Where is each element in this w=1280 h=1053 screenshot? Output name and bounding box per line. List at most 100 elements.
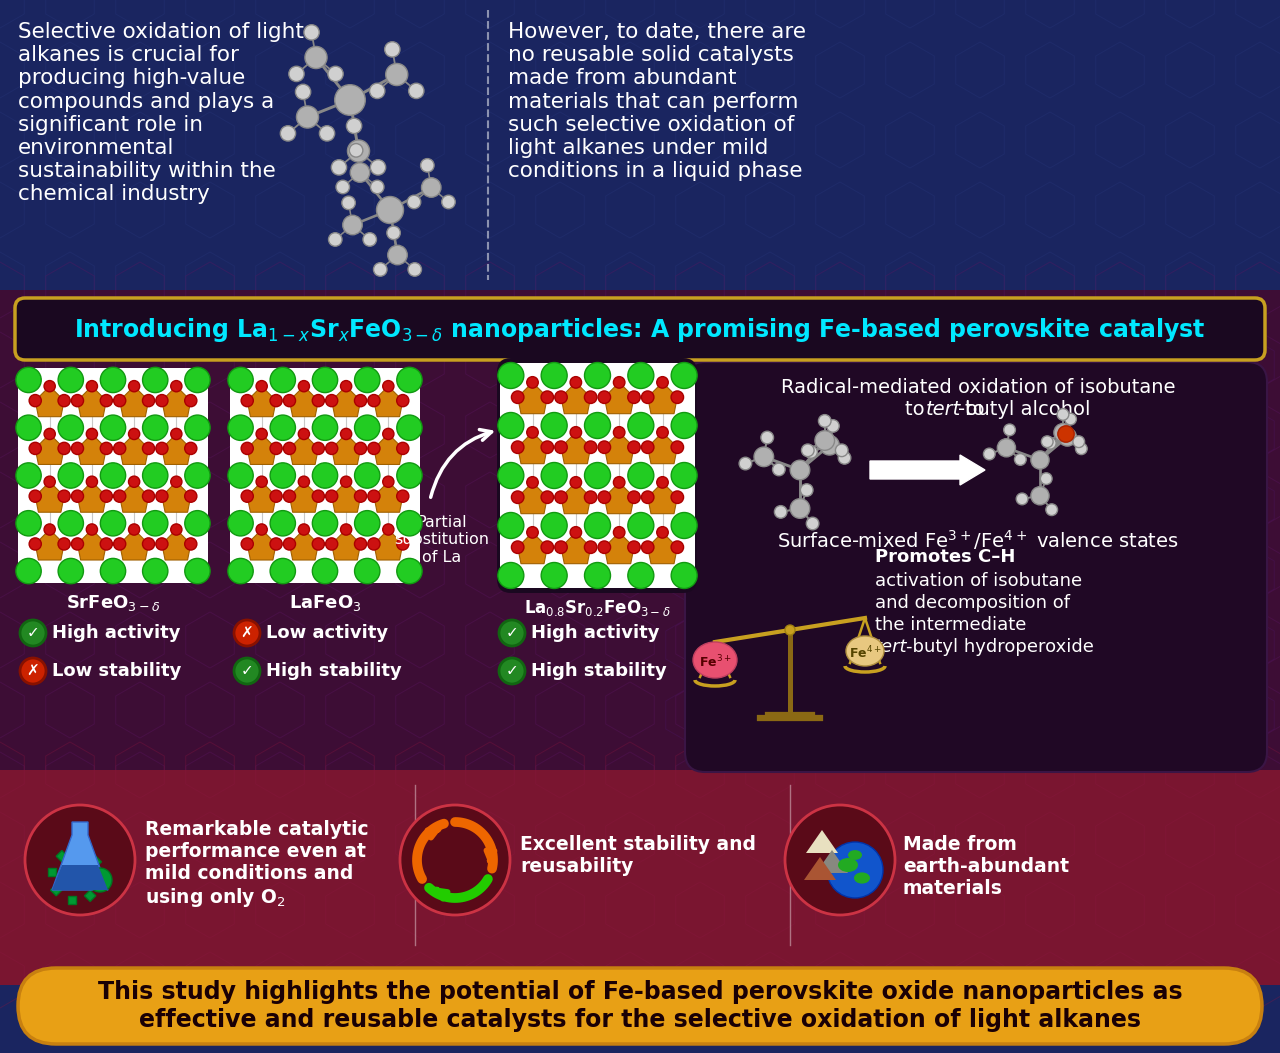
Circle shape [827,842,883,898]
Text: This study highlights the potential of Fe-based perovskite oxide nanoparticles a: This study highlights the potential of F… [97,980,1183,1004]
Ellipse shape [838,858,858,872]
Circle shape [1016,493,1028,504]
Circle shape [774,505,787,518]
Circle shape [340,524,352,535]
Circle shape [541,562,567,589]
Text: effective and reusable catalysts for the selective oxidation of light alkanes: effective and reusable catalysts for the… [140,1008,1140,1032]
Circle shape [58,558,83,583]
Circle shape [355,395,366,406]
Polygon shape [561,382,590,414]
Circle shape [397,538,408,550]
Circle shape [671,541,684,554]
Circle shape [827,420,840,432]
Circle shape [329,233,342,246]
Circle shape [283,490,296,502]
Circle shape [367,490,380,502]
Text: Promotes C–H: Promotes C–H [876,548,1015,567]
Circle shape [671,362,698,389]
Text: Fe$^{4+}$: Fe$^{4+}$ [849,644,882,661]
Circle shape [142,490,155,502]
Circle shape [657,426,668,438]
Circle shape [397,463,422,489]
Polygon shape [648,533,677,563]
Circle shape [805,445,818,458]
Circle shape [671,562,698,589]
Circle shape [241,490,253,502]
Circle shape [421,159,434,172]
Circle shape [627,462,654,489]
Ellipse shape [854,872,870,883]
Circle shape [114,395,125,406]
Circle shape [184,442,197,455]
Circle shape [498,413,524,438]
Circle shape [184,490,197,502]
Circle shape [541,513,567,538]
Circle shape [337,180,349,194]
Circle shape [100,490,113,502]
Bar [0,770,1280,985]
Text: ✗: ✗ [27,663,40,678]
Circle shape [156,442,168,455]
Circle shape [790,460,810,480]
Circle shape [289,66,305,81]
Circle shape [641,441,654,454]
Text: Fe$^{3+}$: Fe$^{3+}$ [699,654,731,671]
Circle shape [512,491,524,503]
Circle shape [256,524,268,535]
Circle shape [298,380,310,392]
Circle shape [585,441,596,454]
Polygon shape [36,530,64,560]
Circle shape [100,558,125,583]
Polygon shape [561,533,590,563]
Circle shape [86,429,97,439]
Circle shape [142,442,155,455]
Circle shape [114,442,125,455]
Circle shape [385,42,399,57]
Circle shape [142,463,168,489]
Circle shape [598,541,611,554]
Circle shape [370,160,385,175]
Text: activation of isobutane: activation of isobutane [876,572,1082,590]
Circle shape [627,413,654,438]
Circle shape [585,513,611,538]
Text: and decomposition of: and decomposition of [876,594,1070,612]
Circle shape [374,262,387,276]
Circle shape [298,476,310,488]
Circle shape [383,524,394,535]
Text: ✗: ✗ [241,625,253,640]
Circle shape [349,143,362,157]
Circle shape [184,395,197,406]
Circle shape [320,125,334,141]
Circle shape [785,625,795,635]
Circle shape [355,538,366,550]
Polygon shape [604,533,634,563]
Circle shape [184,415,210,440]
Circle shape [773,463,785,476]
Text: Selective oxidation of light
alkanes is crucial for
producing high-value
compoun: Selective oxidation of light alkanes is … [18,22,303,204]
Circle shape [1059,428,1076,446]
Circle shape [671,413,698,438]
Circle shape [627,362,654,389]
Circle shape [142,538,155,550]
Text: ✓: ✓ [506,625,518,640]
Circle shape [541,362,567,389]
Circle shape [58,395,70,406]
Circle shape [170,380,182,392]
Text: tert: tert [925,400,961,419]
Circle shape [442,195,456,208]
Polygon shape [604,433,634,463]
Circle shape [170,524,182,535]
Circle shape [541,462,567,489]
Circle shape [114,490,125,502]
Circle shape [815,431,835,451]
Circle shape [806,517,819,530]
Text: ✓: ✓ [241,663,253,678]
Text: La$_{0.8}$Sr$_{0.2}$FeO$_{3-\delta}$: La$_{0.8}$Sr$_{0.2}$FeO$_{3-\delta}$ [525,598,671,618]
Circle shape [1075,443,1087,455]
Circle shape [355,558,380,583]
Circle shape [312,490,324,502]
Text: Made from
earth-abundant
materials: Made from earth-abundant materials [902,835,1069,898]
Circle shape [385,63,408,85]
Circle shape [801,444,814,457]
Polygon shape [119,386,148,417]
